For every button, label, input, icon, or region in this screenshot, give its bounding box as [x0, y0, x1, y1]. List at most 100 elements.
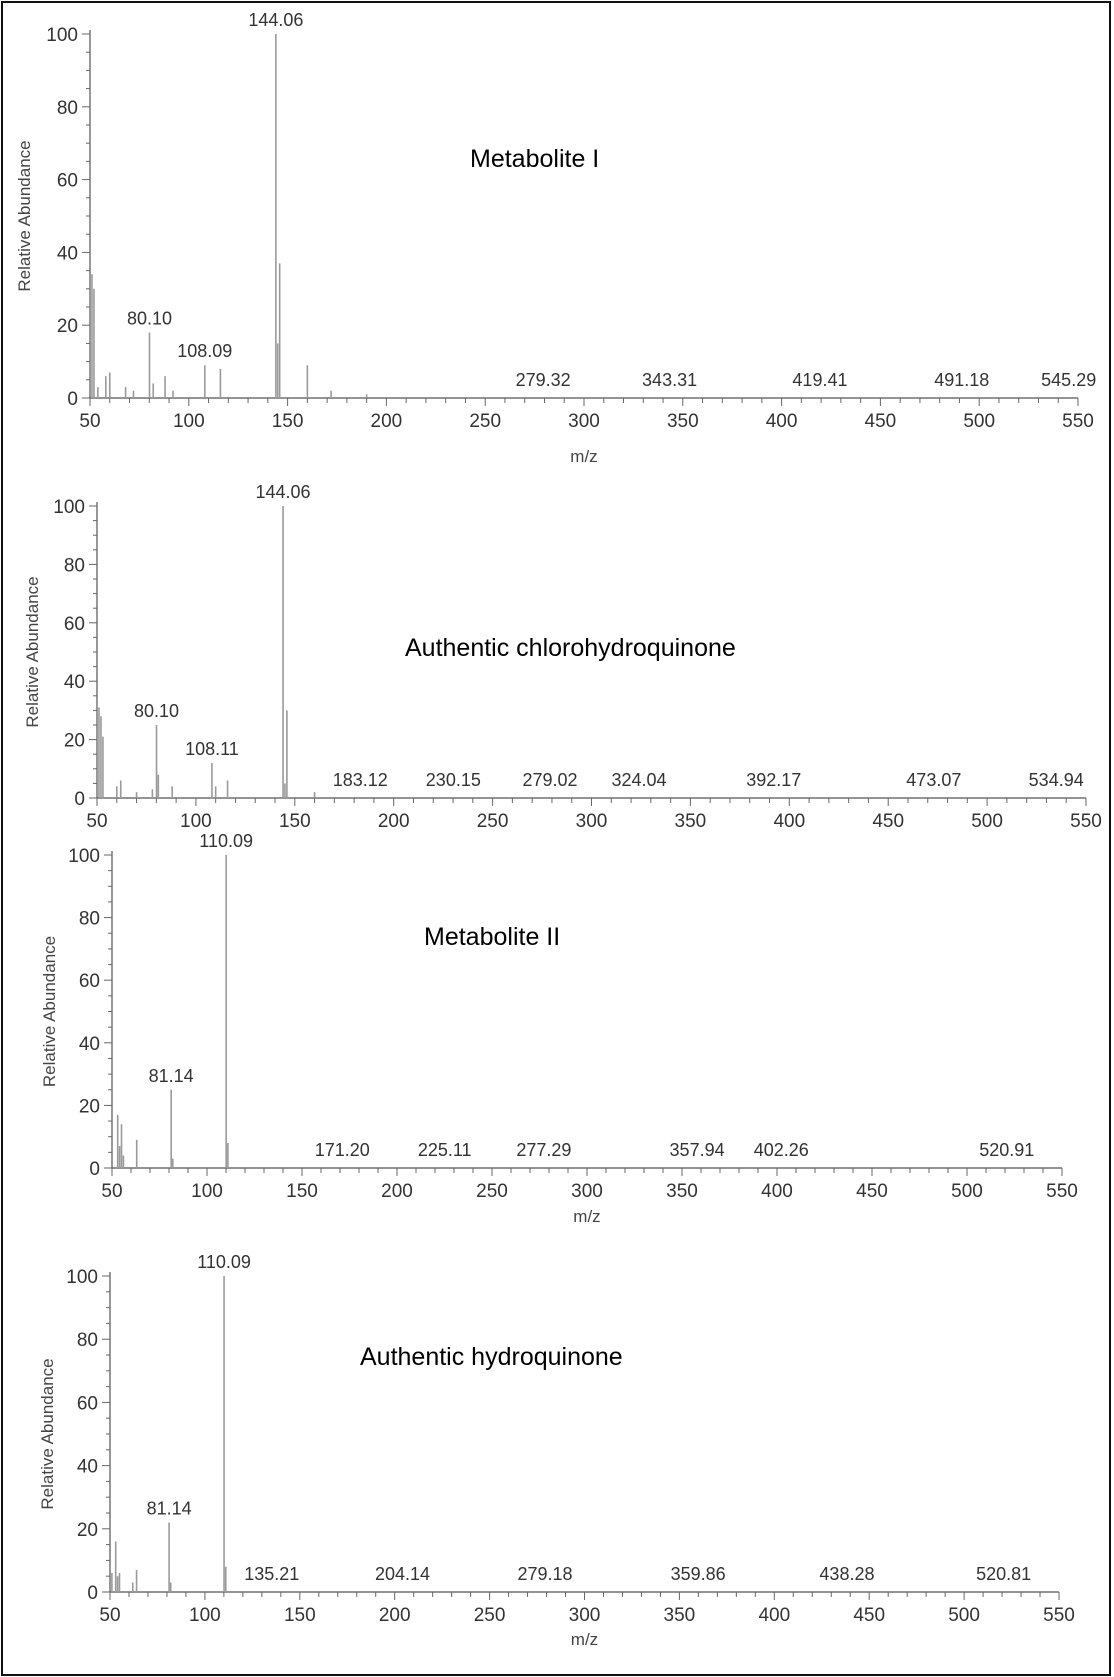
x-tick-label: 250 [476, 1181, 508, 1202]
y-tick-label: 40 [64, 672, 85, 693]
x-tick-label: 450 [865, 411, 897, 432]
spectrum-panel-3: 50 100 150 200 250 300 350 400 450 500 550 0 20 40 60 8… [40, 831, 1078, 1226]
peak-label: 279.18 [517, 1564, 572, 1584]
peak-label: 81.14 [147, 1498, 192, 1518]
x-tick-label: 50 [79, 411, 100, 432]
x-tick-label: 400 [761, 1181, 793, 1202]
peak-label: 110.09 [199, 831, 253, 851]
y-tick-label: 60 [57, 171, 78, 192]
peak-label: 279.32 [516, 370, 571, 390]
peak-label: 520.91 [979, 1140, 1034, 1160]
x-tick-label: 150 [272, 411, 304, 432]
y-tick-label: 100 [66, 1267, 98, 1288]
y-tick-label: 80 [64, 555, 85, 576]
x-tick-label: 450 [856, 1181, 888, 1202]
x-tick-label: 250 [469, 411, 501, 432]
x-tick-label: 250 [474, 1605, 506, 1626]
x-tick-label: 100 [180, 811, 212, 832]
x-tick-label: 550 [1046, 1181, 1078, 1202]
panel-title: Authentic chlorohydroquinone [405, 634, 736, 662]
x-tick-label: 400 [766, 411, 798, 432]
x-tick-label: 100 [191, 1181, 223, 1202]
x-tick-label: 200 [378, 811, 410, 832]
peak-label: 171.20 [315, 1140, 370, 1160]
peak-label: 108.09 [177, 341, 232, 361]
x-tick-label: 350 [675, 811, 707, 832]
x-tick-label: 300 [571, 1181, 603, 1202]
x-tick-label: 300 [569, 1605, 601, 1626]
x-tick-label: 550 [1043, 1605, 1075, 1626]
x-tick-label: 400 [758, 1605, 790, 1626]
peak-label: 534.94 [1029, 770, 1084, 790]
x-tick-label: 150 [284, 1605, 316, 1626]
peak-label: 359.86 [671, 1564, 726, 1584]
peak-label: 279.02 [522, 770, 577, 790]
peak-label: 343.31 [642, 370, 697, 390]
panel-title: Authentic hydroquinone [360, 1343, 623, 1371]
x-tick-label: 550 [1070, 811, 1102, 832]
y-tick-label: 80 [77, 1330, 98, 1351]
peak-label: 402.26 [754, 1140, 809, 1160]
x-axis-title: m/z [573, 1207, 600, 1226]
x-tick-label: 200 [381, 1181, 413, 1202]
panel-title: Metabolite I [470, 145, 599, 173]
peak-label: 108.11 [185, 739, 239, 759]
x-tick-label: 550 [1062, 411, 1094, 432]
x-tick-label: 450 [853, 1605, 885, 1626]
x-tick-label: 300 [576, 811, 608, 832]
x-tick-label: 250 [477, 811, 509, 832]
x-tick-label: 200 [371, 411, 403, 432]
x-tick-label: 100 [173, 411, 205, 432]
peak-label: 144.06 [256, 482, 311, 502]
x-tick-label: 500 [963, 411, 995, 432]
y-axis-title: Relative Abundance [40, 936, 59, 1087]
x-tick-label: 200 [379, 1605, 411, 1626]
spectra-panels: 50 100 150 200 250 300 350 400 450 500 55002040608… [15, 10, 1102, 1649]
y-tick-label: 80 [57, 98, 78, 119]
y-tick-label: 0 [87, 1583, 98, 1604]
y-axis-title: Relative Abundance [23, 576, 42, 727]
x-tick-label: 350 [664, 1605, 696, 1626]
peak-label: 473.07 [906, 770, 961, 790]
x-tick-label: 350 [666, 1181, 698, 1202]
y-tick-label: 80 [79, 909, 100, 930]
peak-label: 80.10 [127, 308, 172, 328]
peak-label: 520.81 [976, 1564, 1031, 1584]
spectrum-panel-4: 50 100 150 200 250 300 350 400 450 500 550 0 20 40 60 8… [38, 1252, 1075, 1649]
peak-label: 438.28 [819, 1564, 874, 1584]
x-tick-label: 500 [951, 1181, 983, 1202]
y-tick-label: 100 [68, 846, 100, 867]
y-tick-label: 0 [74, 789, 85, 810]
x-tick-label: 50 [86, 811, 107, 832]
y-axis-title: Relative Abundance [38, 1358, 57, 1509]
peak-label: 230.15 [426, 770, 481, 790]
x-axis-title: m/z [571, 1630, 598, 1649]
x-tick-label: 400 [773, 811, 805, 832]
y-tick-label: 20 [79, 1096, 100, 1117]
peak-label: 392.17 [746, 770, 801, 790]
x-tick-label: 100 [189, 1605, 221, 1626]
y-tick-label: 40 [57, 243, 78, 264]
y-tick-label: 100 [53, 497, 85, 518]
peak-label: 357.94 [670, 1140, 725, 1160]
x-tick-label: 350 [667, 411, 699, 432]
y-tick-label: 0 [89, 1159, 100, 1180]
y-axis-title: Relative Abundance [15, 140, 34, 291]
peak-label: 419.41 [792, 370, 847, 390]
panel-title: Metabolite II [424, 923, 560, 951]
x-tick-label: 50 [101, 1181, 122, 1202]
x-tick-label: 150 [279, 811, 311, 832]
x-tick-label: 500 [948, 1605, 980, 1626]
peak-label: 204.14 [375, 1564, 430, 1584]
y-tick-label: 60 [77, 1393, 98, 1414]
y-tick-label: 20 [77, 1520, 98, 1541]
peak-label: 225.11 [418, 1140, 472, 1160]
peak-label: 110.09 [197, 1252, 251, 1272]
peak-label: 491.18 [934, 370, 989, 390]
y-tick-label: 60 [79, 971, 100, 992]
x-tick-label: 500 [971, 811, 1003, 832]
peak-label: 80.10 [134, 701, 179, 721]
peak-label: 135.21 [244, 1564, 299, 1584]
